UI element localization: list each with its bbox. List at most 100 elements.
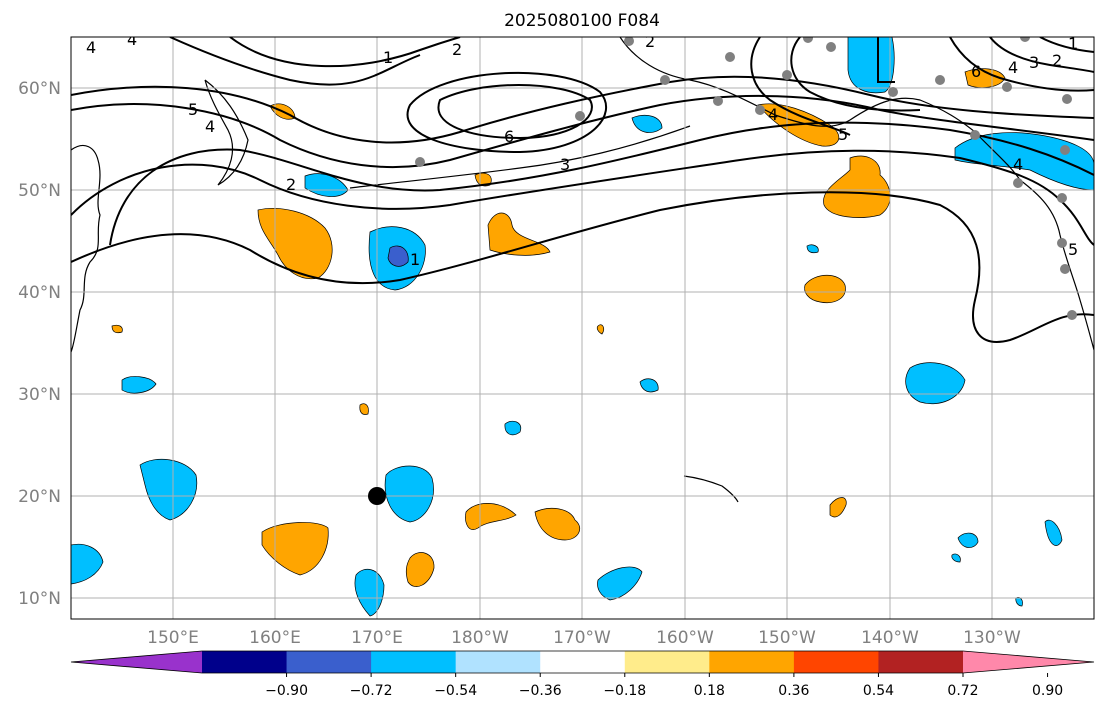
anomaly-negative — [957, 532, 979, 548]
station-dot — [624, 37, 634, 46]
station-dot — [575, 111, 585, 121]
colorbar-segment — [878, 651, 964, 673]
station-dot — [1060, 264, 1070, 274]
contour-label: 5 — [188, 100, 198, 119]
anomaly-negative — [1044, 519, 1063, 546]
lat-label: 40°N — [18, 283, 61, 303]
station-dot — [970, 130, 980, 140]
contour-label: 2 — [645, 32, 655, 51]
colorbar-segment — [540, 651, 626, 673]
contour-line — [71, 75, 1094, 144]
station-dot — [888, 87, 898, 97]
lon-label: 160°E — [249, 628, 301, 648]
anomaly-positive — [465, 503, 517, 530]
anomaly-negative — [597, 566, 643, 601]
anomaly-negative — [71, 543, 104, 585]
map-frame — [70, 36, 1095, 620]
lat-label: 30°N — [18, 385, 61, 405]
contour-line — [71, 94, 1094, 168]
contour-line — [109, 121, 1094, 246]
lat-labels: 60°N 50°N 40°N 30°N 20°N 10°N — [18, 79, 61, 609]
contour-line — [949, 37, 1094, 92]
colorbar-segment — [202, 651, 288, 673]
colorbar-segment — [709, 651, 795, 673]
station-dot — [725, 52, 735, 62]
colorbar-tick-label: −0.54 — [434, 683, 477, 699]
anomaly-positive — [359, 403, 369, 415]
anomaly-positive — [405, 552, 435, 587]
contour-line — [71, 149, 1094, 246]
station-dot — [803, 37, 813, 43]
contour-label: 4 — [1013, 155, 1023, 174]
station-dot — [782, 70, 792, 80]
contour-labels: 4 4 1 2 5 4 2 6 3 1 2 6 4 3 2 1 4 5 4 5 — [86, 32, 1078, 269]
contour-line — [406, 71, 607, 154]
anomaly-positive — [804, 274, 846, 304]
contour-line — [71, 191, 1094, 343]
contour-label: 3 — [1029, 53, 1039, 72]
lat-label: 10°N — [18, 589, 61, 609]
colorbar-tick-label: 0.72 — [947, 683, 978, 699]
contour-label: 4 — [86, 38, 96, 57]
anomaly-negative — [504, 420, 522, 436]
contour-label: 2 — [452, 40, 462, 59]
station-dot — [1020, 37, 1030, 42]
anomaly-positive — [261, 522, 329, 576]
lon-label: 150°E — [147, 628, 199, 648]
colorbar-segment — [624, 651, 710, 673]
contour-label: 2 — [1052, 51, 1062, 70]
station-dot — [660, 75, 670, 85]
anomaly-positive — [534, 507, 581, 541]
colorbar-outline — [70, 650, 1095, 674]
height-contours — [71, 37, 1094, 343]
anomaly-negative — [951, 553, 961, 563]
colorbar-tick-label: 0.54 — [863, 683, 894, 699]
contour-label: 3 — [560, 155, 570, 174]
station-dot — [935, 75, 945, 85]
station-dot — [713, 96, 723, 106]
station-dot — [1002, 82, 1012, 92]
asia-coastline — [71, 145, 101, 353]
contour-line — [169, 37, 421, 86]
lon-label: 180°W — [451, 628, 509, 648]
anomaly-negative — [639, 378, 659, 393]
lat-label: 20°N — [18, 487, 61, 507]
station-dot — [755, 105, 765, 115]
colorbar-tick-label: 0.36 — [778, 683, 809, 699]
anomaly-positive — [829, 497, 847, 518]
contour-label: 4 — [768, 105, 778, 124]
contour-label: 5 — [838, 125, 848, 144]
contour-line — [437, 84, 593, 140]
colorbar-tick-label: −0.36 — [519, 683, 562, 699]
anomaly-shading — [71, 37, 1094, 617]
colorbar-tick-label: −0.18 — [603, 683, 646, 699]
lat-label: 50°N — [18, 181, 61, 201]
contour-label: 1 — [1068, 34, 1078, 53]
lon-label: 160°W — [656, 628, 714, 648]
station-dot — [1057, 238, 1067, 248]
anomaly-negative — [905, 362, 966, 404]
station-dot — [1062, 94, 1072, 104]
colorbar-tick-label: 0.18 — [694, 683, 725, 699]
colorbar-extend-low — [71, 651, 202, 673]
colorbar-tick-label: 0.90 — [1032, 683, 1063, 699]
anomaly-negative — [139, 459, 198, 521]
station-dot — [1067, 310, 1077, 320]
anomaly-positive — [111, 324, 123, 334]
contour-label: 4 — [1008, 58, 1018, 77]
lon-labels: 150°E 160°E 170°E 180°W 170°W 160°W 150°W 140°W… — [147, 628, 1021, 648]
map-content: 4 4 1 2 5 4 2 6 3 1 2 6 4 3 2 1 4 5 4 5 — [71, 32, 1094, 619]
map-title: 2025080100 F084 — [504, 11, 660, 31]
anomaly-negative — [806, 244, 819, 254]
station-dot — [415, 157, 425, 167]
contour-label: 1 — [383, 48, 393, 67]
station-dot — [826, 42, 836, 52]
lon-label: 170°W — [553, 628, 611, 648]
colorbar: −0.90 −0.72 −0.54 −0.36 −0.18 0.18 0.36 0.54 0.7… — [70, 650, 1095, 699]
contour-line — [750, 37, 851, 136]
contour-label: 5 — [1068, 240, 1078, 259]
contour-label: 1 — [410, 250, 420, 269]
lon-label: 170°E — [351, 628, 403, 648]
colorbar-segment — [793, 651, 879, 673]
